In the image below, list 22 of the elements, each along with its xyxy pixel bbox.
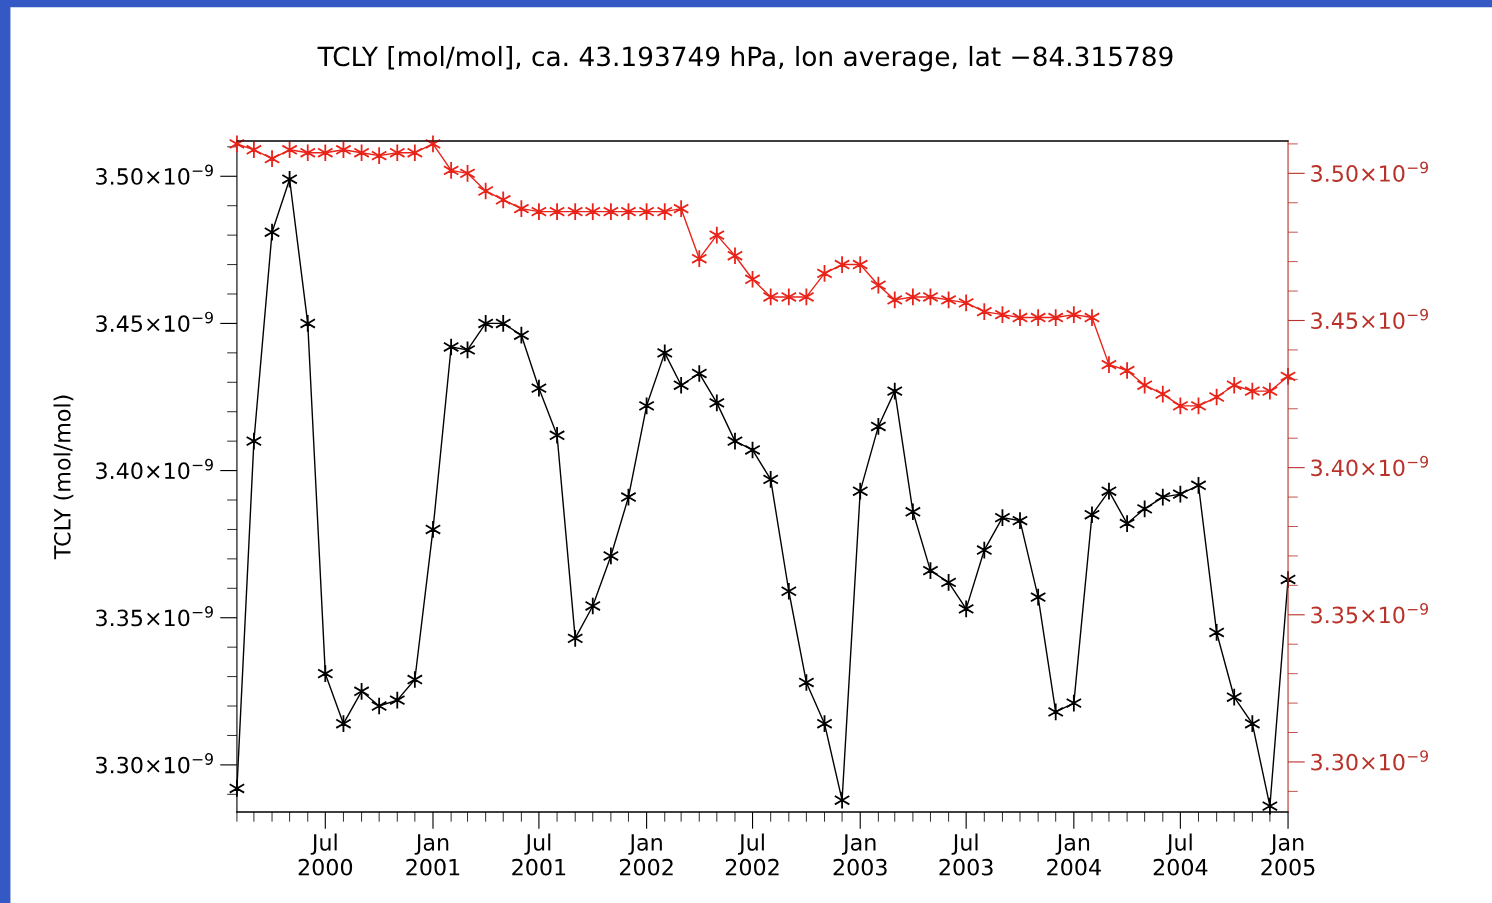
- chart-title: TCLY [mol/mol], ca. 43.193749 hPa, lon average, lat −84.315789: [317, 45, 1173, 72]
- y2-tick-label: 3.45×10$^{−9}$: [1311, 308, 1428, 330]
- y-tick-label: 3.45×10$^{−9}$: [96, 311, 213, 333]
- y-tick-label: 3.35×10$^{−9}$: [96, 605, 213, 627]
- y-tick-label: 3.40×10$^{−9}$: [96, 458, 213, 480]
- x-tick-label: Jan 2002: [619, 834, 673, 876]
- y2-tick-label: 3.50×10$^{−9}$: [1311, 161, 1428, 182]
- y-tick-label: 3.30×10$^{−9}$: [96, 753, 213, 774]
- x-tick-label: Jan 2005: [1261, 834, 1315, 876]
- x-tick-label: Jul 2003: [939, 833, 993, 876]
- y2-tick-label: 3.30×10$^{−9}$: [1311, 750, 1428, 771]
- y-tick-label: 3.50×10$^{−9}$: [96, 164, 213, 185]
- x-tick-label: Jul 2001: [512, 833, 566, 876]
- x-tick-label: Jan 2004: [1047, 834, 1101, 876]
- y2-tick-label: 3.40×10$^{−9}$: [1311, 455, 1428, 477]
- x-tick-label: Jan 2001: [406, 834, 460, 876]
- x-tick-label: Jan 2003: [833, 834, 887, 876]
- x-tick-label: Jul 2000: [298, 833, 353, 876]
- y2-tick-label: 3.35×10$^{−9}$: [1311, 603, 1428, 624]
- x-tick-label: Jul 2002: [725, 833, 779, 876]
- y-axis-title: TCLY (mol/mol): [53, 395, 74, 560]
- x-tick-label: Jul 2004: [1153, 833, 1208, 876]
